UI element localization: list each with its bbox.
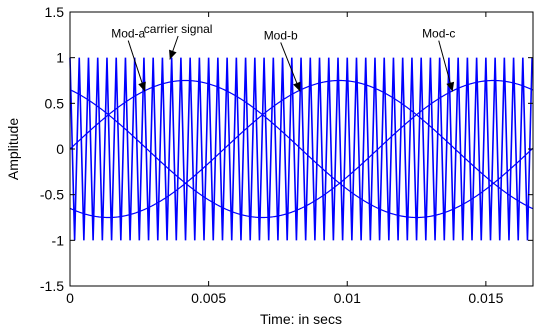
x-tick-label: 0 — [66, 290, 74, 306]
x-tick-label: 0.01 — [334, 290, 361, 306]
annotation-arrow-head — [138, 81, 146, 92]
annotation-arrow-head — [169, 49, 177, 60]
series-layer — [69, 57, 534, 241]
y-axis-label: Amplitude — [5, 118, 21, 180]
annotation-label: Mod-a — [111, 27, 145, 41]
y-tick-label: -0.5 — [40, 187, 64, 203]
y-tick-label: 0 — [56, 141, 64, 157]
modulating-series-line-1 — [69, 79, 534, 219]
x-axis-label: Time: in secs — [260, 311, 342, 327]
y-tick-label: 1.5 — [45, 4, 65, 20]
annotation-arrow-head — [293, 81, 301, 92]
y-tick-label: 0.5 — [45, 95, 65, 111]
carrier-series-line — [69, 57, 533, 241]
x-tick-label: 0.005 — [191, 290, 226, 306]
y-tick-label: 1 — [56, 50, 64, 66]
annotation-arrow-head — [446, 81, 455, 92]
modulating-series-line-3 — [69, 79, 534, 219]
y-tick-label: -1 — [52, 232, 65, 248]
annotation-label: carrier signal — [144, 22, 213, 36]
modulating-series-line-2 — [69, 79, 534, 219]
x-tick-label: 0.015 — [468, 290, 503, 306]
y-tick-label: -1.5 — [40, 278, 64, 294]
annotation-label: Mod-b — [264, 28, 298, 42]
annotation-label: Mod-c — [422, 27, 455, 41]
tick-layer: 0 0.005 0.01 0.015 -1.5 -1 -0.5 0 0.5 1 1.5 — [40, 4, 533, 306]
